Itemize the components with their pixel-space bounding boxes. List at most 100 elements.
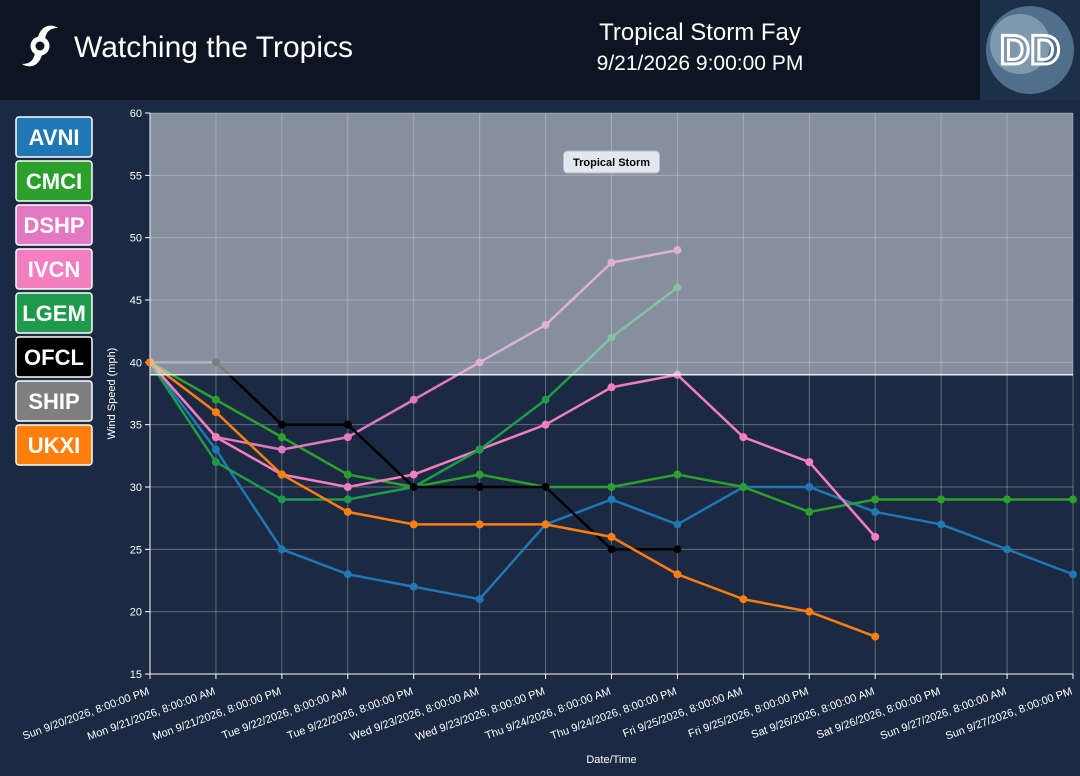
legend-button[interactable]: CMCI bbox=[15, 160, 93, 202]
svg-text:DD: DD bbox=[1000, 26, 1061, 73]
data-point bbox=[871, 532, 880, 541]
data-point bbox=[607, 383, 616, 392]
data-point bbox=[475, 595, 484, 604]
data-point bbox=[475, 483, 484, 491]
x-tick-label: Fri 9/25/2026, 8:00:00 PM bbox=[687, 686, 811, 741]
x-tick-label: Tue 9/22/2026, 8:00:00 AM bbox=[220, 686, 348, 743]
data-point bbox=[541, 395, 550, 404]
data-point bbox=[673, 545, 682, 554]
data-point bbox=[673, 470, 682, 479]
data-point bbox=[277, 495, 286, 504]
data-point bbox=[409, 483, 418, 491]
legend-button-bg[interactable] bbox=[15, 424, 93, 466]
data-point bbox=[1069, 570, 1077, 579]
legend-button[interactable]: UKXI bbox=[15, 424, 93, 466]
legend-button-bg[interactable] bbox=[15, 116, 93, 158]
legend-label[interactable]: SHIP bbox=[28, 389, 79, 414]
data-point bbox=[607, 545, 616, 554]
x-tick-label: Sat 9/26/2026, 8:00:00 AM bbox=[750, 686, 877, 742]
legend-button-bg[interactable] bbox=[15, 248, 93, 290]
legend-button-bg[interactable] bbox=[15, 380, 93, 422]
data-point bbox=[409, 395, 418, 404]
data-point bbox=[805, 458, 814, 467]
data-point bbox=[475, 445, 484, 454]
legend-button[interactable]: IVCN bbox=[15, 248, 93, 290]
data-point bbox=[1003, 545, 1012, 554]
y-axis-label: Wind Speed (mph) bbox=[106, 348, 118, 440]
storm-name: Tropical Storm Fay bbox=[599, 19, 801, 46]
data-point bbox=[541, 483, 550, 491]
legend-label[interactable]: AVNI bbox=[29, 125, 80, 150]
data-point bbox=[409, 520, 418, 529]
data-point bbox=[343, 433, 352, 442]
data-point bbox=[871, 495, 880, 504]
data-point bbox=[475, 470, 484, 479]
data-point bbox=[871, 507, 880, 516]
data-point bbox=[739, 433, 748, 442]
logo: DD bbox=[980, 0, 1080, 100]
threshold-label-box bbox=[563, 150, 660, 174]
data-point bbox=[937, 520, 946, 529]
data-point bbox=[937, 495, 946, 504]
legend-button[interactable]: AVNI bbox=[15, 116, 93, 158]
data-point bbox=[211, 395, 220, 404]
storm-time: 9/21/2026 9:00:00 PM bbox=[597, 52, 804, 75]
data-point bbox=[1069, 495, 1077, 504]
y-tick-label: 55 bbox=[130, 170, 142, 182]
legend-button[interactable]: SHIP bbox=[15, 380, 93, 422]
data-point bbox=[739, 595, 748, 604]
legend-label[interactable]: UKXI bbox=[28, 433, 81, 458]
data-point bbox=[277, 420, 286, 429]
legend-button[interactable]: OFCL bbox=[15, 336, 93, 378]
data-point bbox=[871, 632, 880, 641]
header-bar bbox=[0, 0, 1080, 100]
data-point bbox=[607, 495, 616, 504]
legend-button-bg[interactable] bbox=[15, 292, 93, 334]
data-point bbox=[673, 520, 682, 529]
data-point bbox=[277, 445, 286, 454]
data-point bbox=[343, 495, 352, 504]
data-point bbox=[343, 507, 352, 516]
x-tick-label: Sun 9/27/2026, 8:00:00 PM bbox=[944, 686, 1074, 743]
data-point bbox=[343, 420, 352, 429]
data-point bbox=[409, 470, 418, 479]
data-point bbox=[541, 520, 550, 529]
y-tick-label: 40 bbox=[130, 357, 142, 369]
x-tick-label: Fri 9/25/2026, 8:00:00 AM bbox=[621, 686, 744, 741]
data-point bbox=[805, 483, 814, 491]
series-line bbox=[215, 361, 678, 551]
data-point bbox=[211, 445, 220, 454]
hurricane-icon bbox=[22, 25, 58, 67]
data-point bbox=[673, 570, 682, 579]
data-point bbox=[607, 532, 616, 541]
data-point bbox=[475, 520, 484, 529]
y-tick-label: 20 bbox=[130, 607, 142, 619]
data-point bbox=[409, 582, 418, 591]
x-tick-label: Thu 9/24/2026, 8:00:00 PM bbox=[549, 686, 678, 743]
y-tick-label: 25 bbox=[130, 544, 142, 556]
legend-label[interactable]: LGEM bbox=[22, 301, 86, 326]
legend-label[interactable]: CMCI bbox=[26, 169, 82, 194]
data-point bbox=[607, 483, 616, 491]
legend-button-bg[interactable] bbox=[15, 336, 93, 378]
series-line bbox=[149, 361, 877, 538]
y-tick-label: 35 bbox=[130, 420, 142, 432]
data-point bbox=[277, 470, 286, 479]
legend-label[interactable]: OFCL bbox=[24, 345, 84, 370]
data-point bbox=[211, 408, 220, 417]
data-point bbox=[211, 433, 220, 442]
legend-label[interactable]: DSHP bbox=[23, 213, 84, 238]
legend-button-bg[interactable] bbox=[15, 204, 93, 246]
data-point bbox=[211, 458, 220, 467]
data-point bbox=[343, 483, 352, 491]
legend-label[interactable]: IVCN bbox=[28, 257, 81, 282]
legend-button[interactable]: DSHP bbox=[15, 204, 93, 246]
legend-button[interactable]: LGEM bbox=[15, 292, 93, 334]
data-point bbox=[541, 420, 550, 429]
data-point bbox=[277, 433, 286, 442]
series-line bbox=[149, 361, 876, 638]
legend-button-bg[interactable] bbox=[15, 160, 93, 202]
threshold-label: Tropical Storm bbox=[573, 157, 650, 169]
